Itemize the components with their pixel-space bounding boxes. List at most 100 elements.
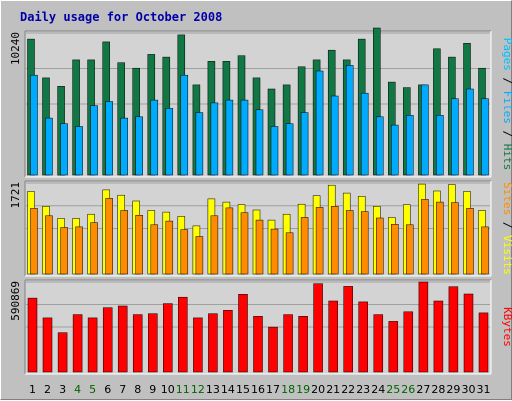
bar-sites-day-7 xyxy=(120,210,128,275)
bar-kbytes-day-16 xyxy=(253,316,263,373)
x-tick-label-day-9: 9 xyxy=(149,383,156,396)
x-tick-label-day-2: 2 xyxy=(44,383,51,396)
bar-files-day-20 xyxy=(315,70,324,176)
bar-sites-day-9 xyxy=(150,224,159,275)
x-tick-label-day-30: 30 xyxy=(462,383,476,396)
bar-files-day-24 xyxy=(376,116,384,176)
panel-max-label: 590869 xyxy=(9,281,22,321)
bar-files-day-19 xyxy=(300,112,309,176)
x-tick-label-day-26: 26 xyxy=(401,383,415,396)
bar-files-day-26 xyxy=(406,115,414,176)
bar-files-day-4 xyxy=(75,126,83,176)
bar-files-day-21 xyxy=(330,95,339,176)
bar-sites-day-29 xyxy=(451,202,459,275)
x-tick-label-day-13: 13 xyxy=(206,383,220,396)
bar-sites-day-20 xyxy=(315,207,324,275)
bar-sites-day-21 xyxy=(330,206,339,275)
bar-kbytes-day-31 xyxy=(478,312,489,373)
bar-files-day-5 xyxy=(90,105,98,176)
x-tick-label-day-21: 21 xyxy=(326,383,340,396)
legend-part: KBytes xyxy=(501,307,512,347)
x-tick-label-day-6: 6 xyxy=(104,383,111,396)
series-files xyxy=(30,65,489,176)
x-tick-label-day-22: 22 xyxy=(341,383,355,396)
bar-kbytes-day-4 xyxy=(72,314,83,373)
bar-sites-day-31 xyxy=(481,226,489,275)
x-tick-label-day-8: 8 xyxy=(134,383,141,396)
bar-files-day-6 xyxy=(105,101,113,176)
bar-kbytes-day-1 xyxy=(27,297,38,373)
panel-visits-sites: 1721 Sites / Visits xyxy=(9,180,512,277)
bar-sites-day-14 xyxy=(225,207,234,275)
bar-files-day-27 xyxy=(421,84,429,176)
bar-files-day-2 xyxy=(45,117,53,176)
bar-kbytes-day-14 xyxy=(223,310,233,373)
bar-sites-day-5 xyxy=(90,222,98,275)
bar-kbytes-day-2 xyxy=(42,317,53,373)
panel-legend-label: KBytes xyxy=(501,307,512,347)
legend-part: / xyxy=(501,124,512,144)
bar-files-day-23 xyxy=(360,92,369,176)
x-tick-label-day-1: 1 xyxy=(29,383,36,396)
x-tick-label-day-15: 15 xyxy=(236,383,250,396)
x-tick-label-day-18: 18 xyxy=(281,383,295,396)
x-tick-label-day-10: 10 xyxy=(161,383,175,396)
bar-kbytes-day-15 xyxy=(238,294,248,373)
series-kbytes xyxy=(27,281,489,373)
panel-legend-label: Sites / Visits xyxy=(501,182,512,275)
legend-part: / xyxy=(501,71,512,91)
panel-max-label: 10240 xyxy=(9,32,22,65)
bar-files-day-10 xyxy=(165,108,174,176)
bar-sites-day-22 xyxy=(345,210,354,275)
x-tick-label-day-28: 28 xyxy=(431,383,445,396)
bar-sites-day-23 xyxy=(360,211,369,275)
legend-part: Files xyxy=(501,91,512,124)
bar-files-day-30 xyxy=(466,88,474,176)
panels: 10240 Pages / Files / Hits 1721 Sites / Vis… xyxy=(9,27,512,375)
bar-files-day-1 xyxy=(30,74,38,176)
bar-sites-day-4 xyxy=(75,226,83,275)
bar-kbytes-day-13 xyxy=(208,313,218,373)
series-sites xyxy=(30,198,489,275)
bar-kbytes-day-10 xyxy=(163,303,173,373)
bar-sites-day-24 xyxy=(376,217,384,275)
bar-files-day-25 xyxy=(391,124,399,176)
x-tick-label-day-4: 4 xyxy=(74,383,81,396)
bar-kbytes-day-11 xyxy=(178,296,188,373)
bar-kbytes-day-24 xyxy=(373,314,384,373)
bar-sites-day-25 xyxy=(391,224,399,275)
x-tick-label-day-20: 20 xyxy=(311,383,325,396)
bar-files-day-16 xyxy=(255,109,264,176)
bar-files-day-29 xyxy=(451,98,459,176)
x-tick-label-day-31: 31 xyxy=(477,383,491,396)
bar-kbytes-day-12 xyxy=(193,317,203,373)
bar-sites-day-8 xyxy=(135,215,143,275)
legend-part: Sites xyxy=(501,182,512,215)
x-tick-label-day-17: 17 xyxy=(266,383,280,396)
x-tick-label-day-27: 27 xyxy=(416,383,430,396)
x-tick-label-day-29: 29 xyxy=(446,383,460,396)
bar-sites-day-16 xyxy=(255,219,264,275)
bar-sites-day-17 xyxy=(270,228,279,275)
x-tick-label-day-7: 7 xyxy=(119,383,126,396)
bar-files-day-31 xyxy=(481,98,489,176)
bar-files-day-15 xyxy=(240,99,249,176)
bar-kbytes-day-9 xyxy=(148,313,158,373)
bar-files-day-12 xyxy=(195,112,204,176)
bar-sites-day-28 xyxy=(436,201,444,275)
x-tick-label-day-23: 23 xyxy=(356,383,370,396)
bar-sites-day-10 xyxy=(165,220,174,275)
bar-sites-day-30 xyxy=(466,208,474,275)
bar-sites-day-11 xyxy=(180,229,189,275)
bar-sites-day-6 xyxy=(105,198,113,275)
bar-kbytes-day-7 xyxy=(117,305,128,373)
x-tick-label-day-11: 11 xyxy=(176,383,190,396)
bar-sites-day-13 xyxy=(210,215,219,275)
bar-sites-day-19 xyxy=(300,217,309,275)
x-tick-label-day-25: 25 xyxy=(386,383,400,396)
bar-kbytes-day-5 xyxy=(87,317,98,373)
bar-files-day-13 xyxy=(210,102,219,176)
x-tick-label-day-24: 24 xyxy=(371,383,385,396)
bar-sites-day-27 xyxy=(421,199,429,275)
